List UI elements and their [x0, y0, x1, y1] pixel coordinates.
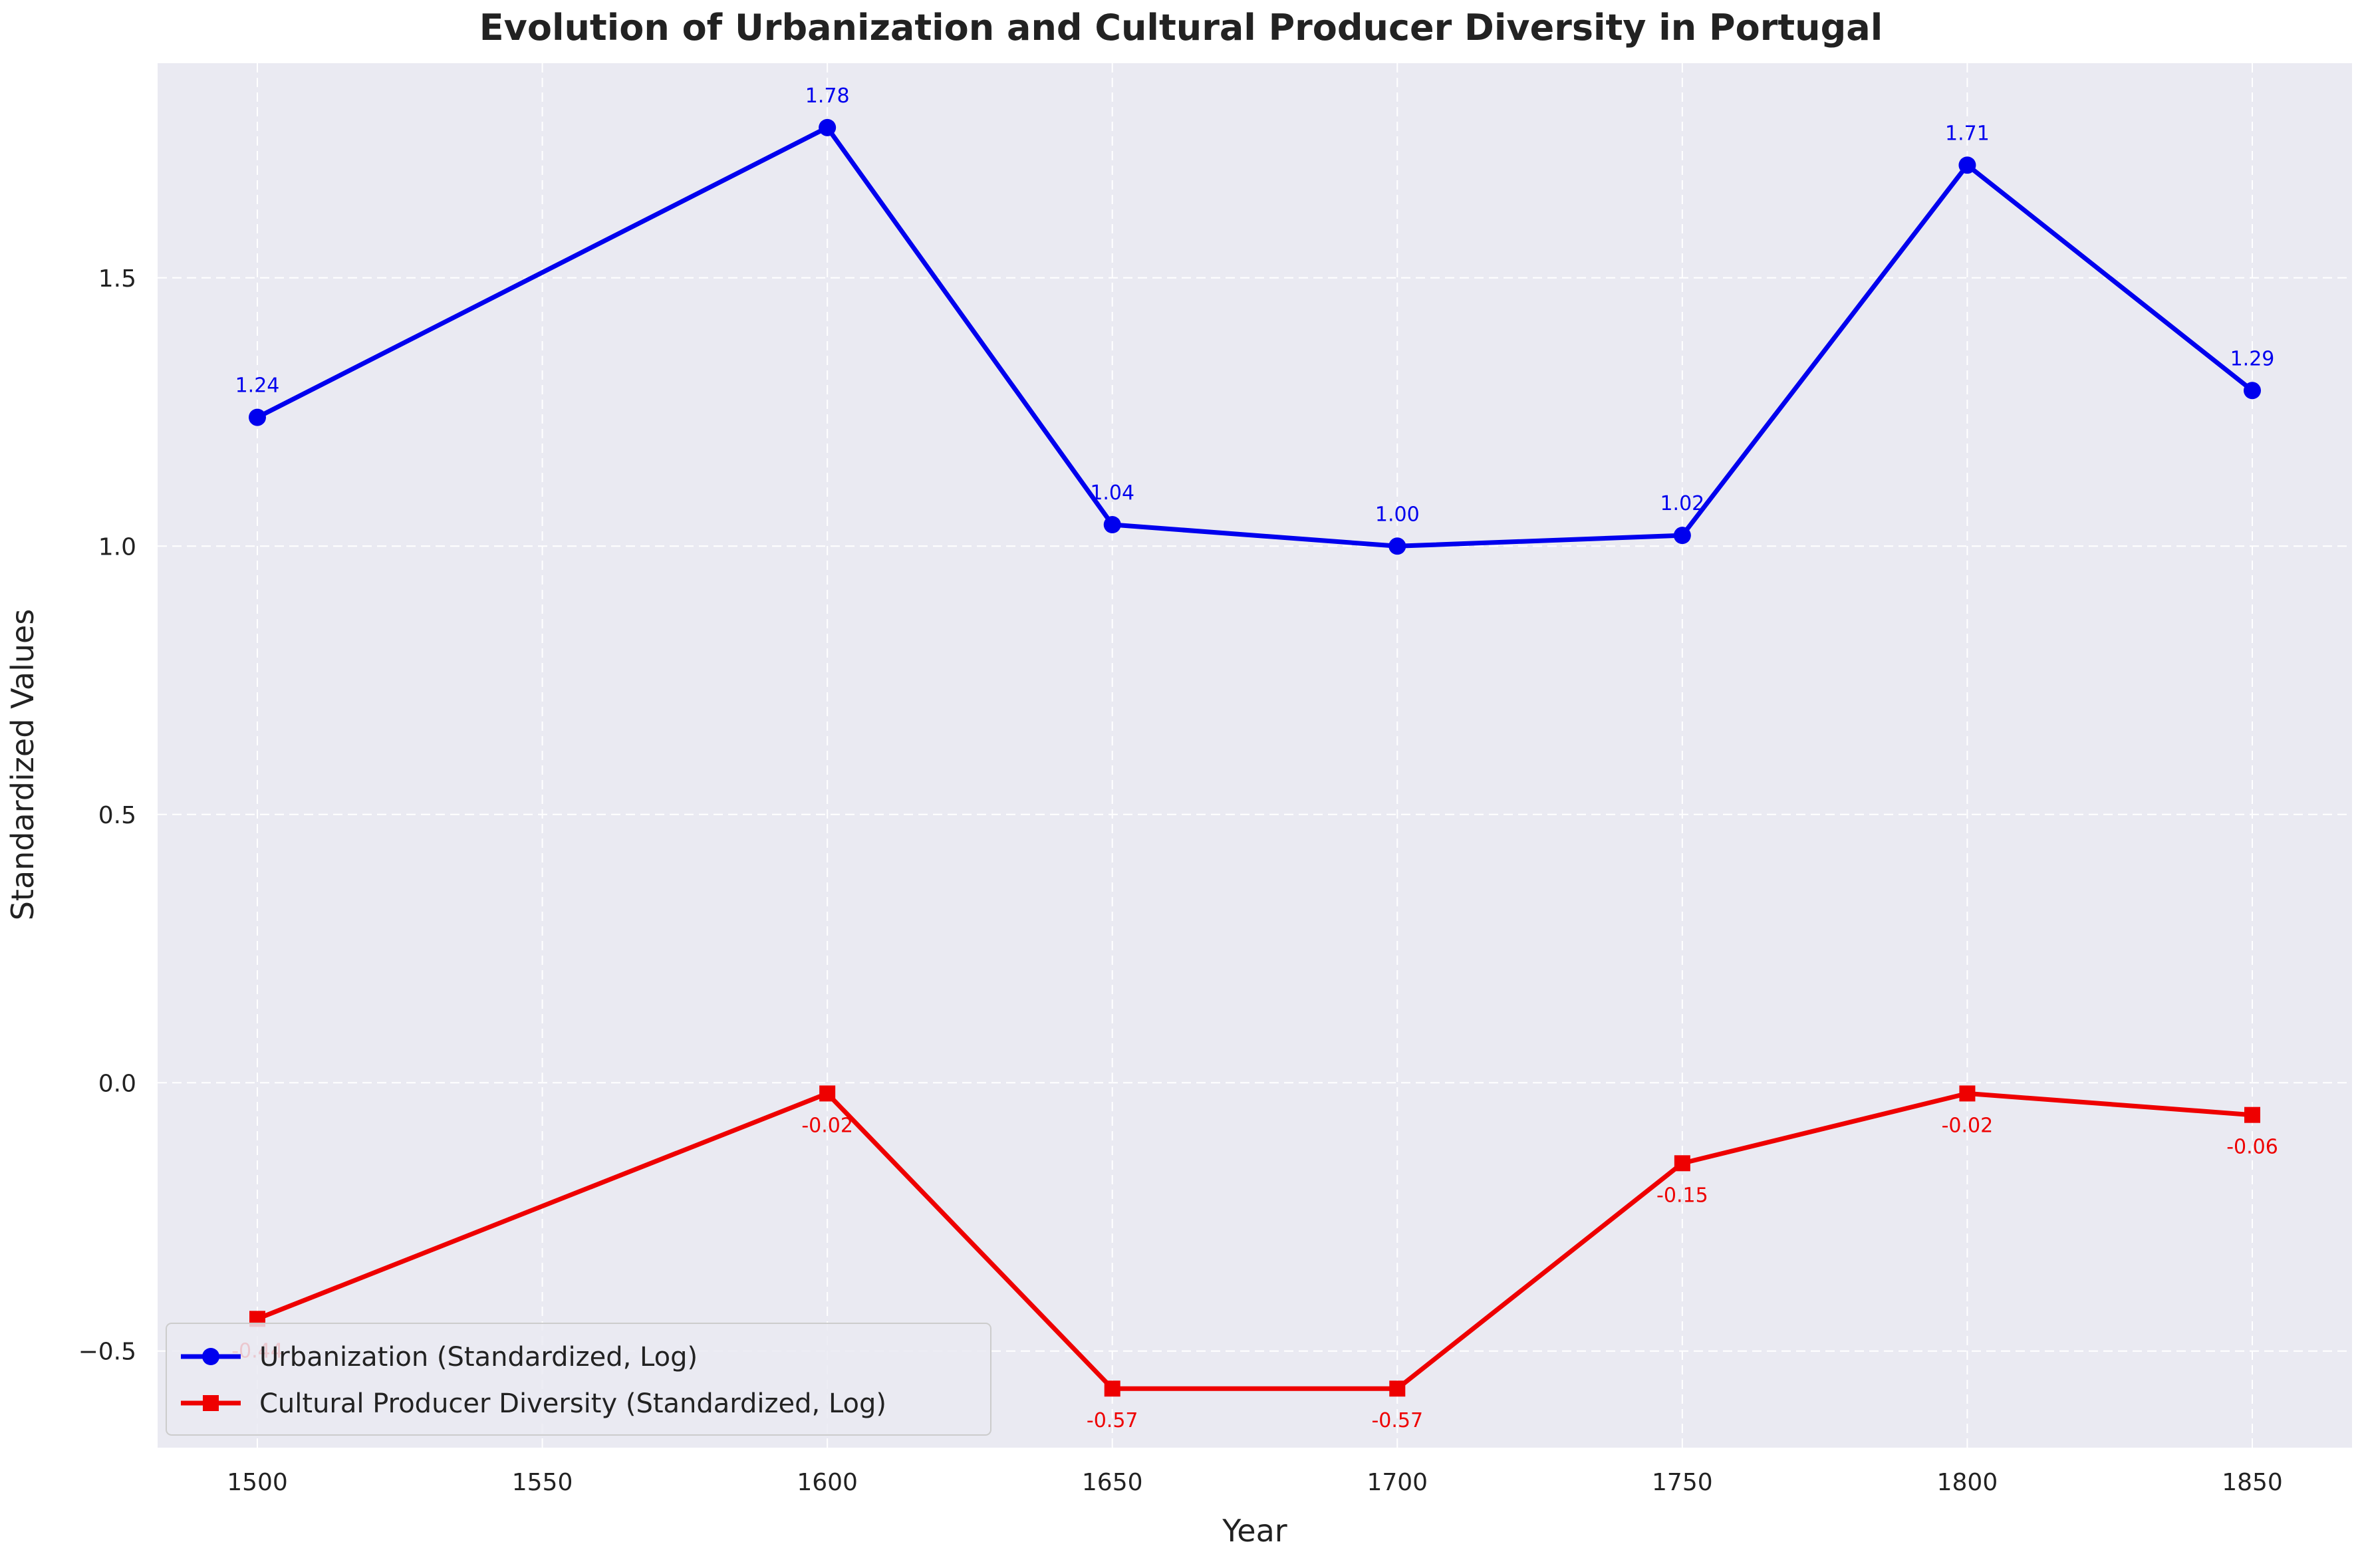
x-tick-label: 1600: [797, 1469, 858, 1496]
data-label: -0.02: [1942, 1114, 1994, 1137]
data-point-marker: [1959, 1085, 1976, 1102]
data-point-marker: [819, 118, 837, 136]
legend-box: [166, 1323, 991, 1436]
data-label: 1.02: [1660, 492, 1704, 515]
x-tick-label: 1550: [512, 1469, 573, 1496]
legend-swatch-marker: [203, 1395, 219, 1411]
series-2: [249, 1085, 2260, 1397]
data-label: -0.06: [2226, 1136, 2278, 1159]
x-tick-label: 1700: [1367, 1469, 1428, 1496]
legend-entry-1: Urbanization (Standardized, Log): [181, 1342, 698, 1372]
y-tick-label: 0.0: [98, 1070, 136, 1097]
data-point-marker: [1673, 527, 1691, 545]
series-1: [249, 118, 2261, 555]
y-tick-label: 1.5: [98, 265, 136, 293]
legend-label: Cultural Producer Diversity (Standardize…: [259, 1388, 886, 1419]
data-point-marker: [2244, 382, 2261, 400]
data-label: 1.78: [805, 84, 850, 108]
data-label: 1.04: [1090, 481, 1134, 505]
y-tick-label: 0.5: [98, 802, 136, 829]
data-label: 1.24: [235, 374, 280, 398]
legend: Urbanization (Standardized, Log) Cultural…: [166, 1323, 991, 1436]
data-label: -0.15: [1656, 1184, 1708, 1207]
data-labels: 1.241.781.041.001.021.711.29-0.44-0.02-0…: [231, 84, 2278, 1432]
x-axis-title: Year: [1222, 1513, 1287, 1549]
grid: [158, 63, 2352, 1448]
data-point-marker: [1388, 537, 1406, 555]
data-point-marker: [2244, 1107, 2260, 1123]
x-tick-label: 1750: [1652, 1469, 1713, 1496]
data-point-marker: [1104, 1380, 1120, 1397]
data-label: -0.57: [1371, 1409, 1423, 1432]
legend-swatch-marker: [202, 1348, 219, 1365]
data-label: -0.57: [1087, 1409, 1138, 1432]
y-axis-title: Standardized Values: [5, 609, 41, 921]
x-tick-label: 1800: [1937, 1469, 1998, 1496]
data-point-marker: [249, 408, 266, 426]
axes: 1500 1550 1600 1650 1700 1750 1800 1850 −0.5 0.0 0…: [78, 265, 2283, 1496]
x-tick-label: 1500: [227, 1469, 288, 1496]
data-label: -0.02: [801, 1114, 853, 1137]
series: [249, 118, 2261, 1397]
data-point-marker: [1674, 1155, 1690, 1172]
y-tick-label: 1.0: [98, 533, 136, 561]
data-point-marker: [1103, 516, 1121, 533]
data-point-marker: [1958, 156, 1976, 174]
chart-title: Evolution of Urbanization and Cultural P…: [479, 7, 1883, 49]
x-tick-label: 1850: [2222, 1469, 2283, 1496]
data-point-marker: [819, 1085, 836, 1102]
data-label: 1.29: [2230, 347, 2275, 370]
y-tick-label: −0.5: [78, 1339, 136, 1366]
data-point-marker: [1389, 1380, 1406, 1397]
x-tick-label: 1650: [1082, 1469, 1143, 1496]
legend-entry-2: Cultural Producer Diversity (Standardize…: [181, 1388, 886, 1419]
data-label: 1.00: [1375, 503, 1420, 526]
legend-label: Urbanization (Standardized, Log): [259, 1342, 698, 1372]
plot-area: [158, 63, 2352, 1448]
data-label: 1.71: [1945, 122, 1990, 145]
